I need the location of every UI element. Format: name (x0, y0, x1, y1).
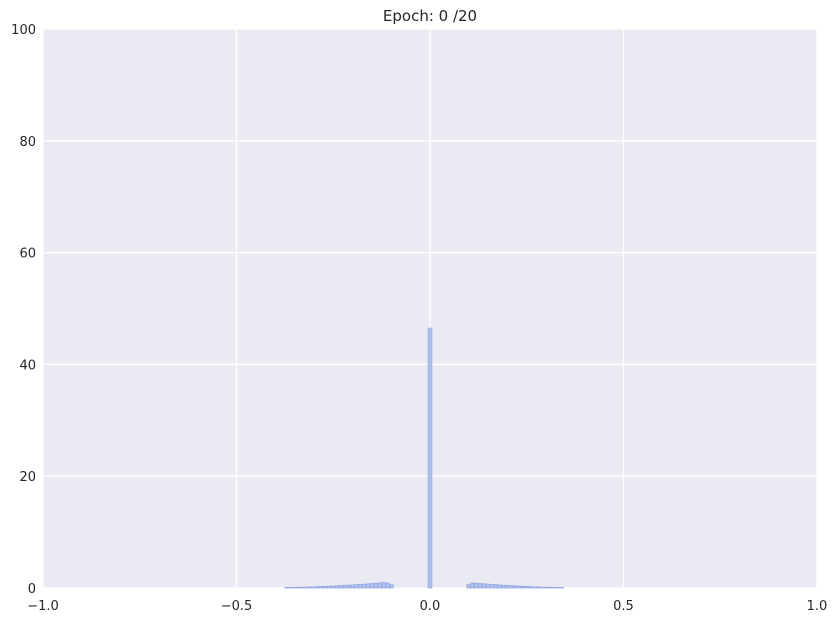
histogram-bar (354, 584, 359, 589)
histogram-bar (551, 587, 557, 589)
histogram-bar (466, 584, 471, 589)
y-tick-label: 0 (28, 582, 36, 597)
histogram-bar (350, 584, 355, 589)
histogram-bar (334, 585, 340, 589)
histogram-bar (342, 584, 348, 589)
histogram-bar (543, 586, 549, 589)
histogram-bar (509, 585, 514, 589)
histogram-bar (528, 586, 533, 589)
y-tick-label: 20 (19, 470, 36, 485)
y-tick-label: 60 (19, 247, 36, 262)
histogram-bar (547, 586, 553, 589)
histogram-bar (505, 584, 510, 589)
histogram-bar (493, 584, 499, 589)
histogram-bar (524, 586, 529, 589)
chart-title: Epoch: 0 /20 (383, 7, 477, 25)
histogram-bar (346, 584, 351, 589)
histogram-bar (381, 582, 386, 589)
histogram-bar (307, 586, 313, 589)
histogram-bar (559, 587, 564, 589)
histogram-bar (481, 583, 487, 589)
histogram-bar (327, 585, 332, 589)
x-tick-label: −1.0 (27, 599, 59, 614)
x-tick-label: 1.0 (807, 599, 828, 614)
histogram-bar (385, 582, 390, 589)
histogram-bar (512, 585, 518, 589)
histogram-bar (311, 586, 317, 589)
histogram-bar (331, 585, 336, 589)
y-axis-ticks: 0 20 40 60 80 100 (11, 23, 36, 597)
grid-lines (42, 28, 818, 589)
histogram-bar (520, 586, 526, 589)
x-tick-label: 0.0 (420, 599, 441, 614)
histogram-bar (485, 583, 491, 589)
histogram-bar (532, 586, 537, 589)
histogram-bar (369, 583, 375, 589)
histogram-bar (377, 582, 382, 589)
histogram-bar (389, 584, 394, 589)
histogram-bar (319, 586, 324, 589)
histogram-bar (501, 584, 506, 589)
histogram-bar (303, 586, 309, 589)
histogram-bar (497, 584, 502, 589)
histogram-bar (338, 585, 344, 589)
histogram-bar (288, 587, 293, 589)
histogram-bar (474, 582, 479, 589)
histogram-bar (323, 586, 328, 589)
y-tick-label: 80 (19, 135, 36, 150)
histogram-bar (470, 582, 475, 589)
x-axis-ticks: −1.0 −0.5 0.0 0.5 1.0 (27, 599, 827, 614)
histogram-bar (427, 327, 433, 589)
y-tick-label: 40 (19, 358, 36, 373)
histogram-bar (296, 586, 301, 589)
histogram-bar (373, 582, 379, 589)
histogram-bar (516, 585, 522, 589)
histogram-bar (358, 584, 363, 589)
histogram-bar (292, 587, 297, 589)
histogram-bars (284, 327, 564, 589)
histogram-bar (489, 584, 495, 589)
histogram-bar (365, 583, 371, 589)
x-tick-label: 0.5 (613, 599, 634, 614)
histogram-bar (361, 583, 367, 589)
histogram-bar (536, 586, 541, 589)
y-tick-label: 100 (11, 23, 36, 38)
x-tick-label: −0.5 (221, 599, 253, 614)
histogram-bar (539, 586, 545, 589)
histogram-bar (555, 587, 560, 589)
histogram-bar (315, 586, 321, 589)
histogram-bar (284, 587, 290, 589)
histogram-bar (478, 583, 483, 589)
histogram-bar (300, 586, 305, 589)
